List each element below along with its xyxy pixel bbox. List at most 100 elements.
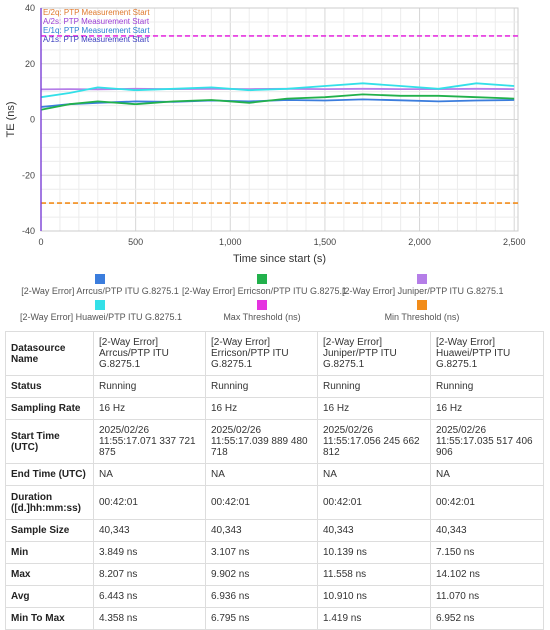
table-cell: [2-Way Error] Juniper/PTP ITU G.8275.1	[317, 331, 431, 376]
table-cell: 6.443 ns	[93, 585, 206, 608]
table-row: Avg 6.443 ns 6.936 ns 10.910 ns 11.070 ns	[5, 585, 544, 608]
table-cell: [2-Way Error] Arrcus/PTP ITU G.8275.1	[93, 331, 206, 376]
table-row: Max 8.207 ns 9.902 ns 11.558 ns 14.102 ns	[5, 563, 544, 586]
y-tick-label: -40	[22, 226, 35, 236]
row-header: Status	[5, 375, 94, 398]
y-tick-label: 0	[30, 115, 35, 125]
table-cell: NA	[430, 463, 544, 486]
y-tick-label: 20	[25, 59, 35, 69]
stats-table: Datasource Name [2-Way Error] Arrcus/PTP …	[5, 331, 544, 630]
table-cell: Running	[93, 375, 206, 398]
table-cell: 1.419 ns	[317, 607, 431, 630]
row-header: Start Time (UTC)	[5, 419, 94, 464]
row-header: Min To Max	[5, 607, 94, 630]
legend-label: Max Threshold (ns)	[223, 312, 301, 322]
table-row: Duration ([d.]hh:mm:ss) 00:42:01 00:42:01 0…	[5, 485, 544, 520]
legend-item[interactable]: [2-Way Error] Erricson/PTP ITU G.8275.1	[182, 274, 347, 296]
table-cell: 00:42:01	[93, 485, 206, 520]
legend-swatch	[95, 274, 105, 284]
table-cell: 2025/02/26 11:55:17.039 889 480 718	[205, 419, 318, 464]
x-tick-label: 500	[128, 237, 143, 247]
table-cell: 11.558 ns	[317, 563, 431, 586]
legend-item[interactable]: Max Threshold (ns)	[182, 300, 342, 322]
table-cell: 2025/02/26 11:55:17.056 245 662 812	[317, 419, 431, 464]
table-cell: 40,343	[205, 519, 318, 542]
table-cell: 6.936 ns	[205, 585, 318, 608]
row-header: End Time (UTC)	[5, 463, 94, 486]
x-tick-label: 2,000	[408, 237, 431, 247]
legend-swatch	[417, 274, 427, 284]
y-tick-label: -20	[22, 170, 35, 180]
table-cell: 9.902 ns	[205, 563, 318, 586]
table-row: Min To Max 4.358 ns 6.795 ns 1.419 ns 6.952 …	[5, 607, 544, 630]
legend-label: [2-Way Error] Arrcus/PTP ITU G.8275.1	[21, 286, 179, 296]
legend-label: [2-Way Error] Erricson/PTP ITU G.8275.1	[182, 286, 348, 296]
table-cell: 16 Hz	[205, 397, 318, 420]
row-header: Sampling Rate	[5, 397, 94, 420]
x-tick-label: 0	[38, 237, 43, 247]
row-header: Duration ([d.]hh:mm:ss)	[5, 485, 94, 520]
table-cell: 10.139 ns	[317, 541, 431, 564]
x-tick-label: 1,000	[219, 237, 242, 247]
legend-item[interactable]: Min Threshold (ns)	[342, 300, 502, 322]
series-line-2	[40, 93, 515, 111]
x-tick-label: 1,500	[314, 237, 337, 247]
row-header: Max	[5, 563, 94, 586]
start-annotation: A/2s: PTP Measurement Start	[43, 17, 150, 26]
start-annotation: E/2q: PTP Measurement Start	[43, 8, 150, 17]
table-cell: NA	[317, 463, 431, 486]
table-cell: 8.207 ns	[93, 563, 206, 586]
x-axis-label: Time since start (s)	[233, 253, 326, 265]
table-cell: 2025/02/26 11:55:17.035 517 406 906	[430, 419, 544, 464]
start-annotation: E/1q: PTP Measurement Start	[43, 26, 150, 35]
table-cell: 3.849 ns	[93, 541, 206, 564]
legend-swatch	[257, 300, 267, 310]
legend-item[interactable]: [2-Way Error] Juniper/PTP ITU G.8275.1	[342, 274, 504, 296]
start-annotation: A/1s: PTP Measurement Start	[43, 35, 150, 44]
chart-area: 40 20 0 -20 -40 0 500 1,000 1,500 2,000 2,500 Time …	[5, 3, 525, 322]
table-cell: NA	[93, 463, 206, 486]
y-tick-label: 40	[25, 3, 35, 13]
table-cell: 00:42:01	[430, 485, 544, 520]
legend-label: Min Threshold (ns)	[384, 312, 460, 322]
legend-swatch	[257, 274, 267, 284]
table-cell: 16 Hz	[317, 397, 431, 420]
legend-item[interactable]: [2-Way Error] Huawei/PTP ITU G.8275.1	[20, 300, 183, 322]
table-cell: 14.102 ns	[430, 563, 544, 586]
table-cell: 40,343	[317, 519, 431, 542]
table-cell: 00:42:01	[317, 485, 431, 520]
table-cell: 6.952 ns	[430, 607, 544, 630]
table-row: Start Time (UTC) 2025/02/26 11:55:17.071 …	[5, 419, 544, 464]
table-row: Sample Size 40,343 40,343 40,343 40,343	[5, 519, 544, 542]
table-cell: [2-Way Error] Huawei/PTP ITU G.8275.1	[430, 331, 544, 376]
row-header: Min	[5, 541, 94, 564]
row-header: Sample Size	[5, 519, 94, 542]
table-cell: 6.795 ns	[205, 607, 318, 630]
table-cell: 2025/02/26 11:55:17.071 337 721 875	[93, 419, 206, 464]
table-row: Sampling Rate 16 Hz 16 Hz 16 Hz 16 Hz	[5, 397, 544, 420]
row-header: Avg	[5, 585, 94, 608]
legend-swatch	[417, 300, 427, 310]
table-cell: 3.107 ns	[205, 541, 318, 564]
table-row: Datasource Name [2-Way Error] Arrcus/PTP …	[5, 331, 544, 376]
table-row: Status Running Running Running Running	[5, 375, 544, 398]
table-cell: 7.150 ns	[430, 541, 544, 564]
table-cell: 11.070 ns	[430, 585, 544, 608]
legend-swatch	[95, 300, 105, 310]
table-cell: Running	[430, 375, 544, 398]
table-cell: Running	[317, 375, 431, 398]
row-header: Datasource Name	[5, 331, 94, 376]
table-cell: Running	[205, 375, 318, 398]
table-cell: 40,343	[430, 519, 544, 542]
y-axis-label: TE (ns)	[5, 101, 17, 137]
table-cell: 00:42:01	[205, 485, 318, 520]
table-cell: 4.358 ns	[93, 607, 206, 630]
table-cell: [2-Way Error] Erricson/PTP ITU G.8275.1	[205, 331, 318, 376]
legend-label: [2-Way Error] Huawei/PTP ITU G.8275.1	[20, 312, 183, 322]
table-cell: 10.910 ns	[317, 585, 431, 608]
table-cell: NA	[205, 463, 318, 486]
legend-item[interactable]: [2-Way Error] Arrcus/PTP ITU G.8275.1	[20, 274, 180, 296]
table-cell: 16 Hz	[430, 397, 544, 420]
series-line-4	[40, 82, 515, 99]
